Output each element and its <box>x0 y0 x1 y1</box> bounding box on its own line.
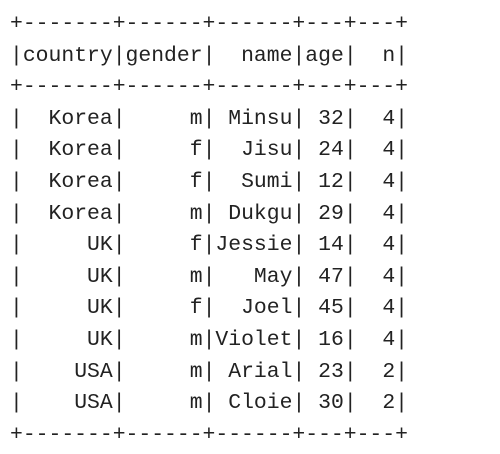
header-cell-age: age <box>305 43 344 68</box>
cell-gender: m <box>125 201 203 226</box>
cell-name: Dukgu <box>215 201 293 226</box>
cell-age: 32 <box>305 106 344 131</box>
table-row: | Korea| m| Minsu| 32| 4| <box>10 106 409 131</box>
cell-name: Sumi <box>215 169 293 194</box>
cell-name: Jisu <box>215 138 293 163</box>
cell-n: 4 <box>356 264 396 289</box>
cell-country: USA <box>22 391 113 416</box>
cell-n: 4 <box>356 327 396 352</box>
header-cell-gender: gender <box>125 43 203 68</box>
cell-name: Minsu <box>215 106 293 131</box>
cell-name: Violet <box>215 327 293 352</box>
cell-gender: m <box>125 264 203 289</box>
cell-n: 2 <box>356 391 396 416</box>
table-row: | USA| m| Arial| 23| 2| <box>10 359 409 384</box>
table-row: | UK| f|Jessie| 14| 4| <box>10 233 409 258</box>
cell-age: 30 <box>305 391 344 416</box>
cell-age: 23 <box>305 359 344 384</box>
header-cell-country: country <box>22 43 113 68</box>
cell-country: Korea <box>22 138 113 163</box>
cell-country: UK <box>22 233 113 258</box>
cell-n: 4 <box>356 138 396 163</box>
cell-gender: f <box>125 296 203 321</box>
ascii-table: +-------+------+------+---+---+ |country|… <box>10 9 408 451</box>
cell-country: Korea <box>22 106 113 131</box>
cell-age: 47 <box>305 264 344 289</box>
cell-age: 24 <box>305 138 344 163</box>
table-row: | Korea| f| Jisu| 24| 4| <box>10 138 409 163</box>
cell-age: 16 <box>305 327 344 352</box>
cell-country: UK <box>22 296 113 321</box>
table-row: | Korea| m| Dukgu| 29| 4| <box>10 201 409 226</box>
cell-gender: f <box>125 169 203 194</box>
cell-age: 12 <box>305 169 344 194</box>
table-top-border: +-------+------+------+---+---+ <box>10 12 408 36</box>
table-header-separator: +-------+------+------+---+---+ <box>10 75 408 100</box>
cell-gender: m <box>125 359 203 384</box>
cell-n: 4 <box>356 201 396 226</box>
cell-n: 2 <box>356 359 396 384</box>
table-row: | USA| m| Cloie| 30| 2| <box>10 391 409 416</box>
cell-name: May <box>215 264 293 289</box>
cell-country: UK <box>22 264 113 289</box>
cell-name: Cloie <box>215 391 293 416</box>
table-header-row: |country|gender| name|age| n| <box>10 43 409 68</box>
cell-country: UK <box>22 327 113 352</box>
cell-country: Korea <box>22 169 113 194</box>
cell-name: Arial <box>215 359 293 384</box>
table-row: | UK| m|Violet| 16| 4| <box>10 327 409 352</box>
cell-age: 14 <box>305 233 344 258</box>
table-row: | Korea| f| Sumi| 12| 4| <box>10 169 409 194</box>
cell-n: 4 <box>356 296 396 321</box>
cell-name: Jessie <box>215 233 293 258</box>
cell-gender: f <box>125 138 203 163</box>
cell-n: 4 <box>356 169 396 194</box>
cell-gender: m <box>125 391 203 416</box>
cell-gender: m <box>125 327 203 352</box>
header-cell-name: name <box>215 43 293 68</box>
cell-n: 4 <box>356 106 396 131</box>
cell-name: Joel <box>215 296 293 321</box>
cell-country: USA <box>22 359 113 384</box>
cell-gender: f <box>125 233 203 258</box>
cell-country: Korea <box>22 201 113 226</box>
cell-age: 45 <box>305 296 344 321</box>
table-bottom-border: +-------+------+------+---+---+ <box>10 422 408 447</box>
table-row: | UK| f| Joel| 45| 4| <box>10 296 409 321</box>
table-row: | UK| m| May| 47| 4| <box>10 264 409 289</box>
cell-age: 29 <box>305 201 344 226</box>
cell-gender: m <box>125 106 203 131</box>
cell-n: 4 <box>356 233 396 258</box>
table-body: | Korea| m| Minsu| 32| 4| | Korea| f| Jis… <box>10 104 408 420</box>
header-cell-n: n <box>356 43 396 68</box>
